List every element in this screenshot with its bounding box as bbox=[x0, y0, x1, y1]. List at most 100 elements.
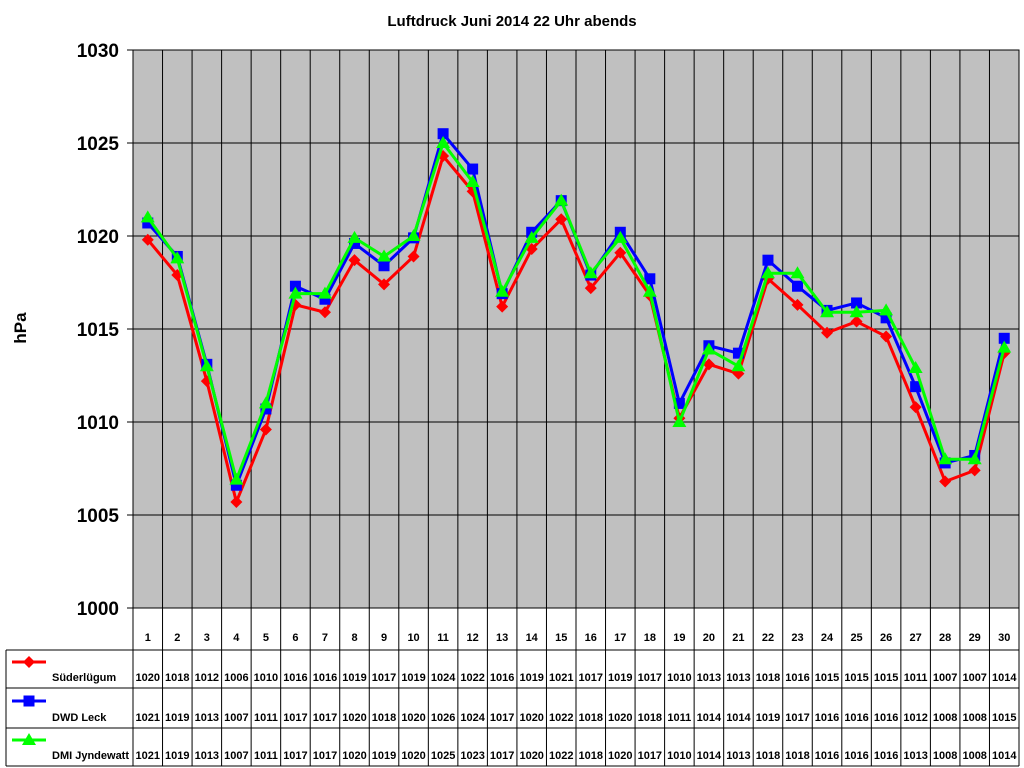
x-tick-label: 1 bbox=[145, 632, 151, 644]
series-line bbox=[146, 154, 1006, 504]
table-cell: 1013 bbox=[726, 750, 750, 762]
data-point bbox=[613, 230, 628, 243]
data-point bbox=[584, 282, 597, 295]
table-cell: 1014 bbox=[697, 712, 722, 724]
x-tick-label: 4 bbox=[233, 632, 240, 644]
table-cell: 1016 bbox=[815, 750, 839, 762]
table-cell: 1018 bbox=[579, 750, 603, 762]
data-point bbox=[849, 305, 864, 318]
table-cell: 1017 bbox=[579, 672, 603, 684]
data-point bbox=[701, 342, 716, 355]
data-point bbox=[850, 315, 863, 328]
data-point bbox=[791, 298, 804, 311]
data-point bbox=[762, 254, 774, 266]
table-cell: 1014 bbox=[992, 672, 1017, 684]
table-cell: 1021 bbox=[136, 712, 160, 724]
x-tick-label: 19 bbox=[673, 632, 685, 644]
table-cell: 1016 bbox=[874, 712, 898, 724]
table-cell: 1016 bbox=[785, 672, 809, 684]
data-point bbox=[199, 359, 214, 372]
data-point bbox=[614, 246, 627, 259]
table-cell: 1020 bbox=[342, 750, 366, 762]
series-dmi-jyndewatt bbox=[140, 136, 1012, 485]
data-point bbox=[317, 286, 332, 299]
table-cell: 1006 bbox=[224, 672, 248, 684]
data-point bbox=[22, 733, 36, 745]
table-cell: 1017 bbox=[283, 712, 307, 724]
y-axis: 1000 1005 1010 1015 1020 1025 1030 bbox=[77, 41, 120, 620]
table-cell: 1013 bbox=[726, 672, 750, 684]
x-tick-label: 26 bbox=[880, 632, 892, 644]
table-cell: 1019 bbox=[519, 672, 543, 684]
y-tick-label: 1030 bbox=[77, 41, 119, 62]
x-tick-label: 12 bbox=[467, 632, 479, 644]
table-cell: 1018 bbox=[638, 712, 662, 724]
x-tick-label: 24 bbox=[821, 632, 834, 644]
x-tick-label: 30 bbox=[998, 632, 1010, 644]
table-cell: 1015 bbox=[815, 672, 839, 684]
table-cell: 1018 bbox=[756, 750, 780, 762]
table-cell: 1019 bbox=[401, 672, 425, 684]
x-tick-label: 2 bbox=[174, 632, 180, 644]
data-point bbox=[554, 193, 569, 206]
table-cell: 1017 bbox=[490, 750, 514, 762]
series-line bbox=[146, 141, 1006, 482]
data-point bbox=[318, 306, 331, 319]
x-tick-label: 21 bbox=[732, 632, 744, 644]
data-point bbox=[524, 230, 539, 243]
table-cell: 1013 bbox=[903, 750, 927, 762]
table-cell: 1015 bbox=[874, 672, 898, 684]
table-cell: 1019 bbox=[165, 712, 189, 724]
table-cell: 1018 bbox=[372, 712, 396, 724]
chart-title: Luftdruck Juni 2014 22 Uhr abends bbox=[387, 13, 636, 30]
data-point bbox=[23, 656, 35, 668]
data-point bbox=[820, 305, 835, 318]
data-point bbox=[555, 213, 568, 226]
table-cell: 1011 bbox=[904, 672, 928, 684]
table-cell: 1017 bbox=[372, 672, 396, 684]
data-point bbox=[910, 381, 922, 393]
table-cell: 1015 bbox=[992, 712, 1016, 724]
x-tick-label: 28 bbox=[939, 632, 951, 644]
data-point bbox=[792, 280, 803, 292]
data-point bbox=[378, 260, 390, 272]
y-tick-label: 1000 bbox=[77, 599, 119, 620]
table-cell: 1022 bbox=[549, 712, 573, 724]
x-tick-label: 27 bbox=[910, 632, 922, 644]
table-cell: 1011 bbox=[254, 750, 278, 762]
x-tick-label: 18 bbox=[644, 632, 656, 644]
data-point bbox=[259, 423, 272, 436]
data-point bbox=[967, 452, 982, 465]
table-cell: 1018 bbox=[165, 672, 189, 684]
data-point bbox=[496, 300, 509, 313]
table-cell: 1018 bbox=[579, 712, 603, 724]
data-point bbox=[880, 312, 892, 324]
data-point bbox=[348, 254, 361, 267]
table-cell: 1017 bbox=[283, 750, 307, 762]
data-point bbox=[288, 286, 303, 299]
data-point bbox=[465, 175, 480, 188]
plot-area bbox=[127, 49, 1020, 766]
table-cell: 1017 bbox=[785, 712, 809, 724]
data-point bbox=[908, 361, 923, 374]
table-cell: 1014 bbox=[697, 750, 722, 762]
data-point bbox=[378, 278, 391, 291]
data-point bbox=[258, 396, 273, 409]
table-cell: 1020 bbox=[519, 712, 543, 724]
data-point bbox=[790, 266, 805, 279]
table-cell: 1025 bbox=[431, 750, 455, 762]
table-cell: 1013 bbox=[697, 672, 721, 684]
table-cell: 1014 bbox=[992, 750, 1017, 762]
data-point bbox=[880, 330, 893, 343]
data-point bbox=[495, 284, 510, 297]
x-tick-label: 17 bbox=[614, 632, 626, 644]
table-cell: 1020 bbox=[401, 712, 425, 724]
x-tick-label: 23 bbox=[791, 632, 803, 644]
table-cell: 1007 bbox=[962, 672, 986, 684]
data-point bbox=[732, 347, 744, 359]
table-cell: 1022 bbox=[549, 750, 573, 762]
table-cell: 1016 bbox=[874, 750, 898, 762]
data-point bbox=[821, 326, 834, 339]
table-cell: 1020 bbox=[342, 712, 366, 724]
x-tick-label: 6 bbox=[292, 632, 298, 644]
